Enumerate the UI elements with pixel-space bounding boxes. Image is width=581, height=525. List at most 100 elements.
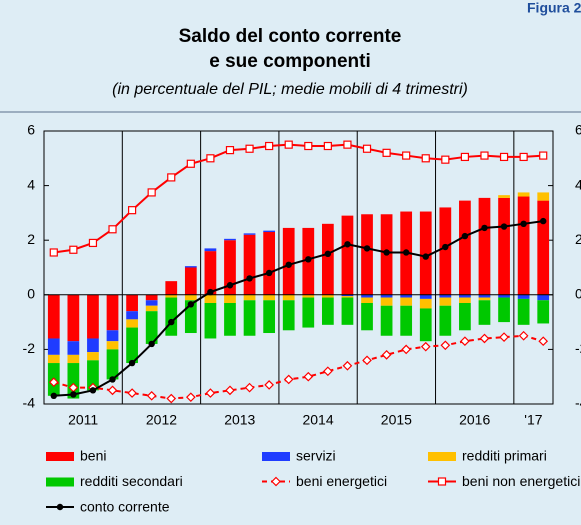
marker <box>305 256 312 263</box>
marker <box>69 245 78 254</box>
marker <box>422 253 429 260</box>
bar-segment <box>263 232 276 295</box>
bar-segment <box>165 294 178 298</box>
marker <box>343 140 352 149</box>
bar-segment <box>126 319 138 328</box>
marker <box>381 350 392 360</box>
legend-swatch <box>46 452 74 461</box>
bar-segment <box>165 297 178 336</box>
bar-segment <box>224 302 236 336</box>
marker <box>518 330 529 341</box>
bar-segment <box>106 341 119 350</box>
bar-segment <box>282 294 295 301</box>
marker <box>89 387 97 394</box>
bar-segment <box>439 207 452 295</box>
bar-segment <box>263 300 276 334</box>
bar-segment <box>459 302 471 331</box>
y2-tick-label: 2 <box>575 231 581 247</box>
marker <box>205 388 216 398</box>
y-tick-label: 6 <box>27 122 35 138</box>
marker <box>344 241 351 248</box>
y-tick-label: 0 <box>27 286 35 302</box>
x-tick-label: '17 <box>524 412 542 428</box>
marker <box>284 140 293 149</box>
marker <box>303 371 314 382</box>
bar-segment <box>517 294 530 299</box>
x-tick-label: 2012 <box>146 412 177 428</box>
bar-segment <box>87 360 99 391</box>
bar-segment <box>243 294 256 301</box>
x-tick-label: 2011 <box>68 412 98 428</box>
bar-segment <box>184 267 197 295</box>
legend-swatch <box>46 477 74 487</box>
bar-segment <box>459 294 471 298</box>
marker <box>460 336 470 347</box>
bar-segment <box>400 305 413 336</box>
bar-segment <box>145 300 158 306</box>
bar-segment <box>380 294 393 298</box>
bar-segment <box>165 281 178 295</box>
marker <box>207 288 214 296</box>
bar-segment <box>478 300 491 325</box>
marker <box>362 144 372 153</box>
marker <box>519 152 528 162</box>
marker <box>499 152 509 162</box>
marker <box>50 392 57 400</box>
marker <box>245 144 254 153</box>
marker <box>401 344 412 355</box>
bar-segment <box>380 297 393 306</box>
bar-segment <box>537 294 550 301</box>
x-tick-label: 2014 <box>302 412 333 428</box>
bar-segment <box>498 195 510 198</box>
marker <box>128 359 136 367</box>
marker <box>460 152 470 162</box>
marker <box>481 224 488 232</box>
bar-segment <box>341 215 354 295</box>
x-tick-label: 2015 <box>381 412 412 428</box>
marker <box>271 476 281 487</box>
bar-segment <box>67 363 80 399</box>
marker <box>147 188 156 197</box>
bar-segment <box>478 294 491 298</box>
legend-swatch <box>428 452 456 461</box>
marker <box>285 261 292 268</box>
bar-segment <box>224 294 236 303</box>
marker <box>107 385 118 396</box>
bar-segment <box>439 305 452 336</box>
bar-segment <box>263 230 276 233</box>
marker <box>362 355 372 366</box>
marker <box>206 154 215 163</box>
bar-segment <box>419 294 432 299</box>
bar-segment <box>419 308 432 342</box>
bar-segment <box>361 214 373 295</box>
bar-segment <box>145 311 158 344</box>
bar-segment <box>282 300 295 331</box>
bar-segment <box>400 294 413 298</box>
y2-tick-label: 6 <box>575 122 581 138</box>
marker <box>382 148 391 157</box>
marker <box>56 503 64 511</box>
bar-segment <box>204 294 217 303</box>
marker <box>185 392 196 403</box>
bar-segment <box>145 294 158 301</box>
bar-segment <box>341 297 354 325</box>
marker <box>167 173 176 182</box>
bar-segment <box>47 338 60 355</box>
bar-segment <box>321 223 334 295</box>
legend-label: beni <box>80 448 106 464</box>
bar-segment <box>67 294 80 342</box>
marker <box>440 340 451 351</box>
marker <box>226 282 234 289</box>
bar-segment <box>87 294 99 339</box>
marker <box>402 249 410 256</box>
bar-segment <box>184 266 197 268</box>
bar-segment <box>459 297 471 303</box>
x-tick-label: 2016 <box>459 412 490 428</box>
marker <box>166 393 177 404</box>
marker <box>225 146 235 155</box>
marker <box>265 269 273 277</box>
bar-segment <box>87 338 99 353</box>
marker <box>108 225 117 234</box>
